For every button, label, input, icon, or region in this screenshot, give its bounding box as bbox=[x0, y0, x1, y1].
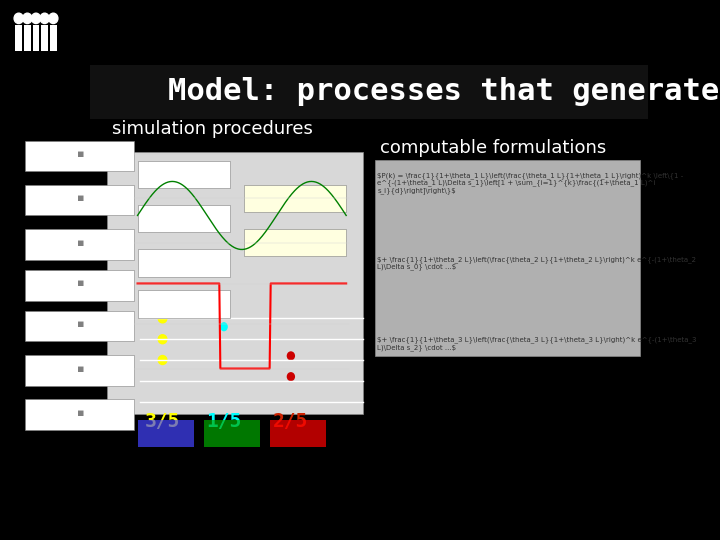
Ellipse shape bbox=[287, 372, 295, 381]
FancyBboxPatch shape bbox=[32, 25, 40, 51]
FancyBboxPatch shape bbox=[243, 185, 346, 212]
FancyBboxPatch shape bbox=[138, 420, 194, 447]
FancyBboxPatch shape bbox=[25, 355, 134, 386]
Text: ▪: ▪ bbox=[78, 363, 85, 374]
FancyBboxPatch shape bbox=[25, 270, 134, 300]
Circle shape bbox=[32, 13, 40, 24]
Text: ▪: ▪ bbox=[78, 193, 85, 204]
FancyBboxPatch shape bbox=[204, 420, 260, 447]
Text: ▪: ▪ bbox=[78, 319, 85, 329]
FancyBboxPatch shape bbox=[41, 25, 48, 51]
Circle shape bbox=[14, 13, 23, 24]
FancyBboxPatch shape bbox=[50, 25, 57, 51]
Text: 2/5: 2/5 bbox=[274, 411, 308, 430]
Text: ▪: ▪ bbox=[78, 238, 85, 248]
Text: ▪: ▪ bbox=[78, 149, 85, 159]
FancyBboxPatch shape bbox=[138, 205, 230, 232]
FancyBboxPatch shape bbox=[25, 229, 134, 260]
Text: $+ \frac{1}{1+\theta_3 L}\left(\frac{\theta_3 L}{1+\theta_3 L}\right)^k e^{-(1+\: $+ \frac{1}{1+\theta_3 L}\left(\frac{\th… bbox=[377, 336, 697, 350]
Text: 1/5: 1/5 bbox=[207, 411, 241, 430]
FancyBboxPatch shape bbox=[25, 310, 134, 341]
FancyBboxPatch shape bbox=[15, 25, 22, 51]
Text: $+ \frac{1}{1+\theta_2 L}\left(\frac{\theta_2 L}{1+\theta_2 L}\right)^k e^{-(1+\: $+ \frac{1}{1+\theta_2 L}\left(\frac{\th… bbox=[377, 256, 696, 271]
Text: computable formulations: computable formulations bbox=[380, 139, 606, 157]
FancyBboxPatch shape bbox=[25, 140, 134, 171]
Circle shape bbox=[40, 13, 49, 24]
Text: Model: processes that generate SNPs: Model: processes that generate SNPs bbox=[168, 77, 720, 106]
Text: simulation procedures: simulation procedures bbox=[112, 120, 313, 138]
Ellipse shape bbox=[287, 352, 295, 360]
FancyBboxPatch shape bbox=[107, 152, 364, 414]
FancyBboxPatch shape bbox=[138, 161, 230, 188]
Text: ▪: ▪ bbox=[78, 279, 85, 288]
FancyBboxPatch shape bbox=[270, 420, 326, 447]
Text: $P(k) = \frac{1}{1+\theta_1 L}\left(\frac{\theta_1 L}{1+\theta_1 L}\right)^k \le: $P(k) = \frac{1}{1+\theta_1 L}\left(\fra… bbox=[377, 172, 684, 194]
FancyBboxPatch shape bbox=[243, 229, 346, 256]
FancyBboxPatch shape bbox=[138, 291, 230, 318]
Ellipse shape bbox=[158, 334, 168, 345]
Text: 3/5: 3/5 bbox=[145, 411, 180, 430]
Text: ▪: ▪ bbox=[78, 408, 85, 418]
Circle shape bbox=[49, 13, 58, 24]
Ellipse shape bbox=[158, 313, 168, 323]
FancyBboxPatch shape bbox=[374, 160, 639, 356]
FancyBboxPatch shape bbox=[25, 399, 134, 430]
FancyBboxPatch shape bbox=[138, 249, 230, 276]
FancyBboxPatch shape bbox=[24, 25, 31, 51]
FancyBboxPatch shape bbox=[25, 185, 134, 215]
Ellipse shape bbox=[220, 322, 228, 332]
Circle shape bbox=[23, 13, 32, 24]
FancyBboxPatch shape bbox=[90, 65, 648, 119]
Ellipse shape bbox=[158, 355, 168, 365]
